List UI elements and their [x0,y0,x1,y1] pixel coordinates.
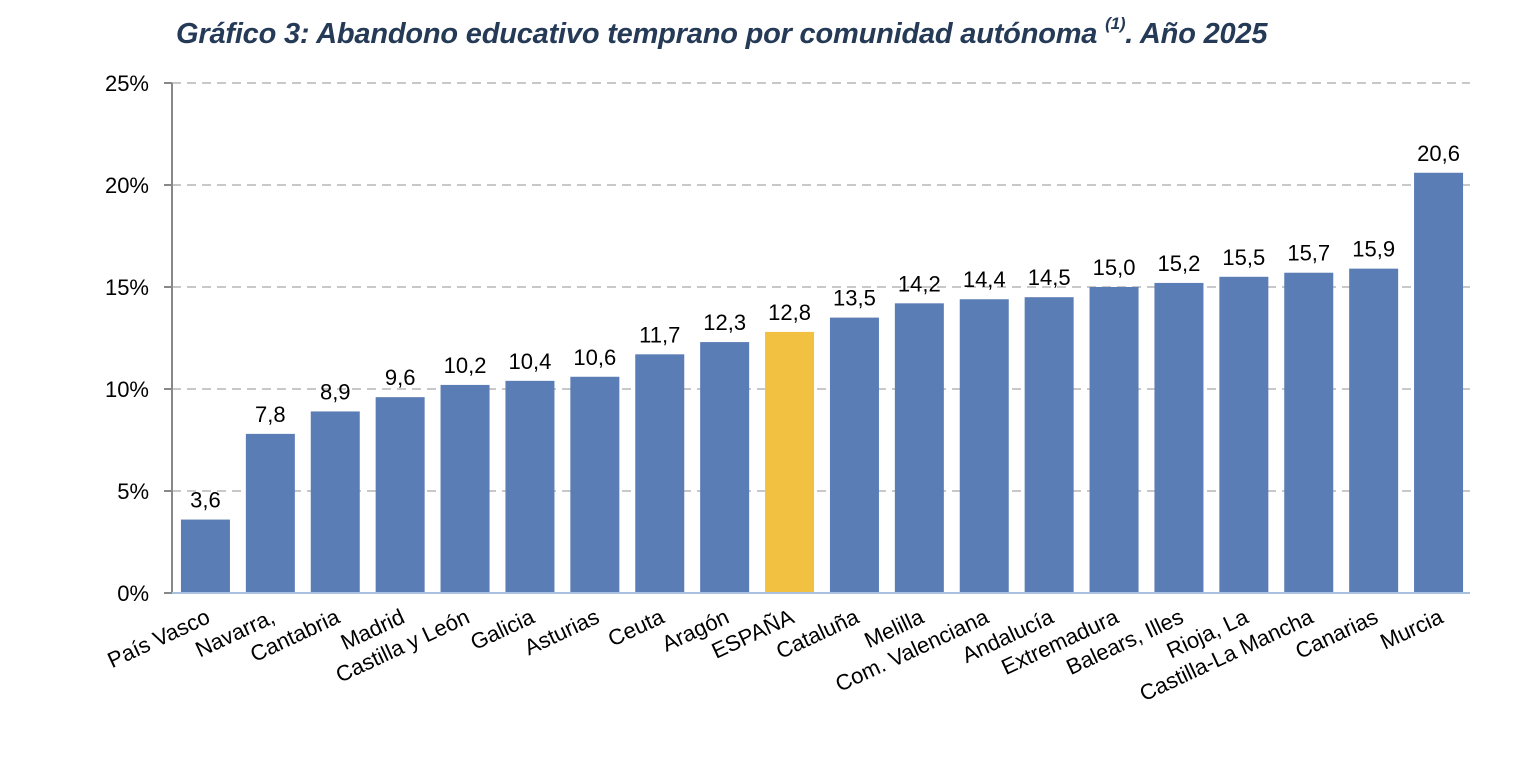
data-label: 10,4 [509,349,552,374]
bar-andalucía [1024,297,1074,593]
bar-madrid [375,397,425,593]
data-label: 14,2 [898,271,941,296]
bar-melilla [894,303,944,593]
y-tick-label: 10% [105,377,149,402]
data-label: 10,6 [573,345,616,370]
data-label: 12,3 [703,310,746,335]
data-label: 8,9 [320,379,351,404]
bar-asturias [570,376,620,593]
chart-title: Gráfico 3: Abandono educativo temprano p… [176,14,1268,51]
chart-title-text: Gráfico 3: Abandono educativo temprano p… [176,18,1098,50]
bar-aragón [700,342,750,593]
data-label: 14,5 [1028,265,1071,290]
data-label: 15,2 [1158,251,1201,276]
bar-balears-illes [1154,282,1204,593]
data-label: 13,5 [833,286,876,311]
y-tick-label: 20% [105,173,149,198]
data-label: 15,0 [1093,255,1136,280]
bar-com-valenciana [959,299,1009,593]
data-label: 15,5 [1222,245,1265,270]
bar-país-vasco [180,519,230,593]
data-label: 20,6 [1417,141,1460,166]
y-tick-label: 25% [105,71,149,96]
bar-castilla-la-mancha [1284,272,1334,593]
x-tick-label: Asturias [520,604,603,660]
y-tick-label: 0% [117,581,149,606]
bar-españa [765,331,815,593]
data-label: 14,4 [963,267,1006,292]
data-label: 3,6 [190,488,221,513]
bar-rioja-la [1219,276,1269,593]
bar-murcia [1414,172,1464,593]
chart-title-year: . Año 2025 [1125,18,1268,50]
data-label: 15,7 [1287,241,1330,266]
x-tick-label: Murcia [1376,604,1447,655]
x-tick-label: Ceuta [604,604,668,652]
bar-cataluña [829,317,879,593]
data-label: 15,9 [1352,237,1395,262]
data-label: 12,8 [768,300,811,325]
data-label: 10,2 [444,353,487,378]
bar-navarra- [245,433,295,593]
y-tick-label: 5% [117,479,149,504]
bar-ceuta [635,354,685,593]
chart-title-footnote: (1) [1105,14,1126,33]
data-label: 9,6 [385,365,416,390]
bar-extremadura [1089,287,1139,593]
bar-castilla-y-león [440,384,490,593]
data-label: 11,7 [639,322,680,347]
data-label: 7,8 [255,402,286,427]
bar-cantabria [310,411,360,593]
y-tick-label: 15% [105,275,149,300]
bar-canarias [1349,268,1399,593]
bar-galicia [505,380,555,593]
